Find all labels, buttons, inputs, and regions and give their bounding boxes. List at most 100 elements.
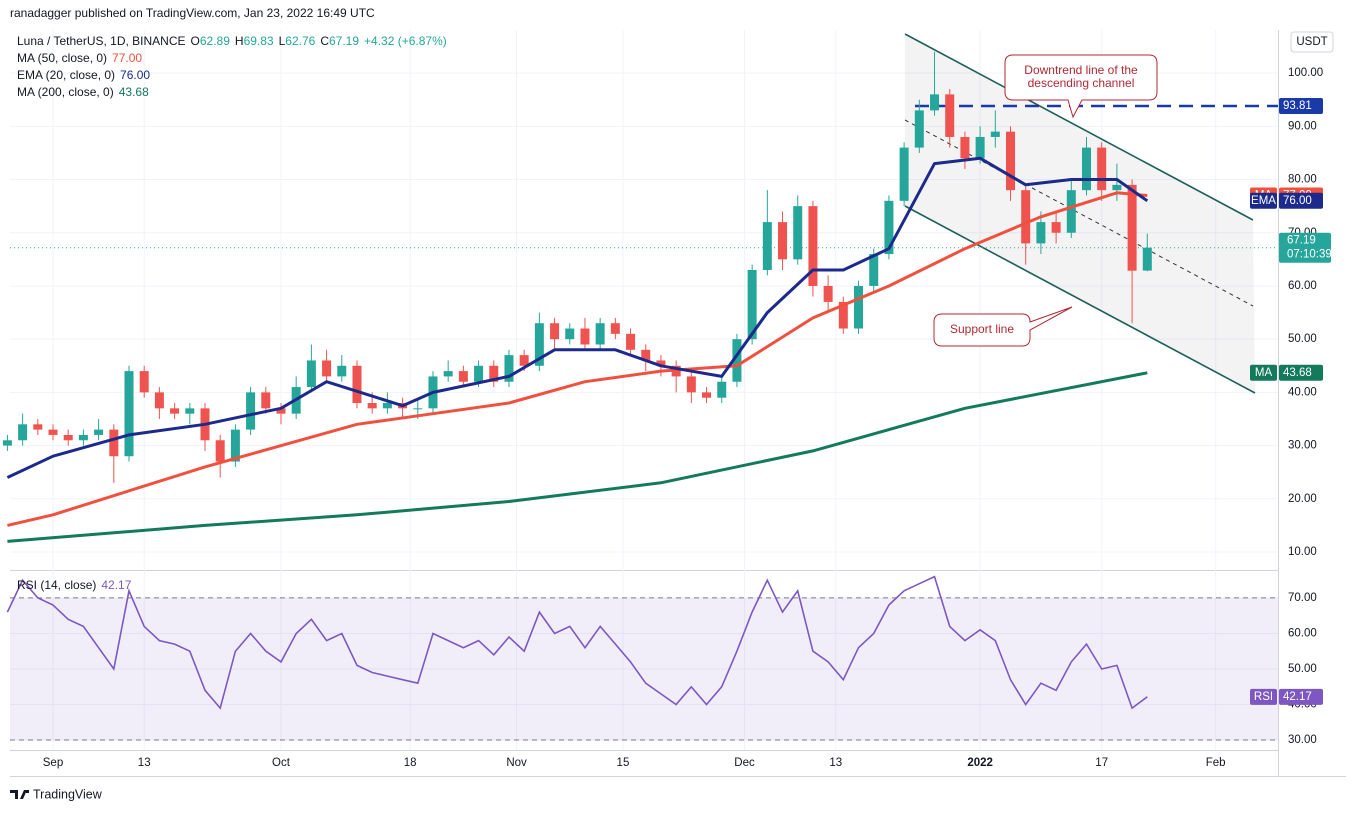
- candle-body: [215, 440, 225, 462]
- candle-body: [413, 408, 423, 410]
- y-tick-label: 100.00: [1288, 67, 1323, 79]
- candle-body: [914, 110, 924, 148]
- candle-body: [352, 365, 362, 404]
- candle-body: [610, 323, 620, 334]
- candle-body: [504, 355, 514, 382]
- countdown: 07:10:39: [1287, 249, 1332, 261]
- candle-body: [185, 408, 195, 414]
- candle-body: [732, 339, 742, 382]
- candle-body: [337, 365, 347, 377]
- candle-body: [489, 365, 499, 382]
- candle-body: [823, 285, 833, 302]
- candle-body: [519, 355, 529, 366]
- annotation-box: [1004, 54, 1158, 119]
- rsi-legend: RSI (14, close) 42.17: [17, 578, 132, 592]
- candle-body: [2, 440, 12, 446]
- candle-body: [276, 408, 286, 414]
- moving-average: [7, 371, 1148, 543]
- candle-body: [884, 200, 894, 255]
- moving-average: [6, 156, 1149, 479]
- candle-body: [139, 371, 149, 393]
- series-badge-label: EMA: [1251, 195, 1276, 207]
- legend-name: MA (200, close, 0): [17, 85, 114, 99]
- x-tick-label: 13: [829, 757, 842, 769]
- legend-value: 76.00: [120, 68, 150, 82]
- moving-average: [7, 191, 1148, 527]
- candle-body: [899, 147, 909, 201]
- legend-value: 43.68: [119, 85, 149, 99]
- candle-body: [109, 429, 119, 457]
- candle-body: [63, 434, 73, 441]
- brand-name: TradingView: [33, 787, 103, 801]
- candle-body: [747, 269, 757, 340]
- candle-body: [595, 323, 605, 345]
- y-tick-label: 60.00: [1288, 280, 1317, 292]
- candle-body: [534, 323, 544, 366]
- candle-body: [960, 136, 970, 159]
- candle-body: [1066, 190, 1076, 233]
- rsi-line: [6, 575, 1148, 710]
- candle-body: [1006, 131, 1016, 191]
- candle-body: [641, 349, 651, 361]
- candle-body: [230, 429, 240, 462]
- ohlc-prefix: L: [279, 34, 286, 48]
- series-badge: [1250, 364, 1277, 381]
- candle-body: [565, 328, 575, 340]
- y-tick-label: 80.00: [1288, 174, 1317, 186]
- candle-body: [762, 222, 772, 270]
- candle-body: [869, 254, 879, 286]
- x-tick-label: Sep: [43, 757, 63, 769]
- candle-body: [1112, 184, 1122, 191]
- candle-body: [1097, 147, 1107, 191]
- price-badge-label: 43.68: [1283, 367, 1312, 379]
- ohlc-value: 62.89: [200, 34, 230, 48]
- y-tick-label: 30.00: [1288, 734, 1317, 746]
- brand-logo: [10, 790, 29, 799]
- candle-body: [124, 371, 134, 457]
- annotation: descending channel: [1028, 76, 1135, 90]
- candle-body: [1036, 222, 1046, 244]
- candle-body: [246, 392, 256, 430]
- candle-body: [382, 403, 392, 409]
- annotation: Downtrend line of the: [1024, 63, 1138, 77]
- candle-body: [154, 392, 164, 409]
- symbol-header: Luna / TetherUS, 1D, BINANCE O62.89 H69.83…: [17, 34, 447, 48]
- candle-body: [717, 381, 727, 398]
- series-badge: [1250, 688, 1277, 705]
- x-tick-label: 17: [1095, 757, 1108, 769]
- candle-body: [261, 392, 271, 409]
- series-badge-label: RSI: [1254, 691, 1273, 703]
- candle-body: [306, 360, 316, 388]
- annotation: Support line: [950, 322, 1014, 336]
- currency-button[interactable]: [1290, 31, 1334, 53]
- y-tick-label: 90.00: [1288, 120, 1317, 132]
- symbol: Luna / TetherUS, 1D, BINANCE: [17, 34, 186, 48]
- price-badge-label: 76.00: [1283, 195, 1312, 207]
- legend-name: MA (50, close, 0): [17, 51, 107, 65]
- candle-body: [626, 333, 636, 350]
- candle-body: [702, 392, 712, 398]
- candle-body: [778, 222, 788, 260]
- candle-body: [656, 360, 666, 366]
- candle-body: [930, 94, 940, 111]
- x-tick-label: 15: [617, 757, 630, 769]
- candle-body: [990, 131, 1000, 137]
- price-badge: [1279, 192, 1323, 209]
- y-tick-label: 40.00: [1288, 386, 1317, 398]
- price-badge: [1279, 232, 1331, 263]
- channel-fill: [905, 34, 1255, 393]
- candle-body: [793, 206, 803, 260]
- candle-body: [1082, 147, 1092, 191]
- ohlc-value: 69.83: [244, 34, 274, 48]
- x-tick-label: Nov: [506, 757, 527, 769]
- y-tick-label: 20.00: [1288, 493, 1317, 505]
- currency-label[interactable]: USDT: [1296, 36, 1327, 48]
- candle-body: [1051, 222, 1061, 233]
- x-tick-label: 2022: [967, 757, 993, 769]
- ohlc-prefix: H: [235, 34, 244, 48]
- channel-lower: [904, 205, 1256, 394]
- y-tick-label: 10.00: [1288, 546, 1317, 558]
- candle-body: [838, 301, 848, 329]
